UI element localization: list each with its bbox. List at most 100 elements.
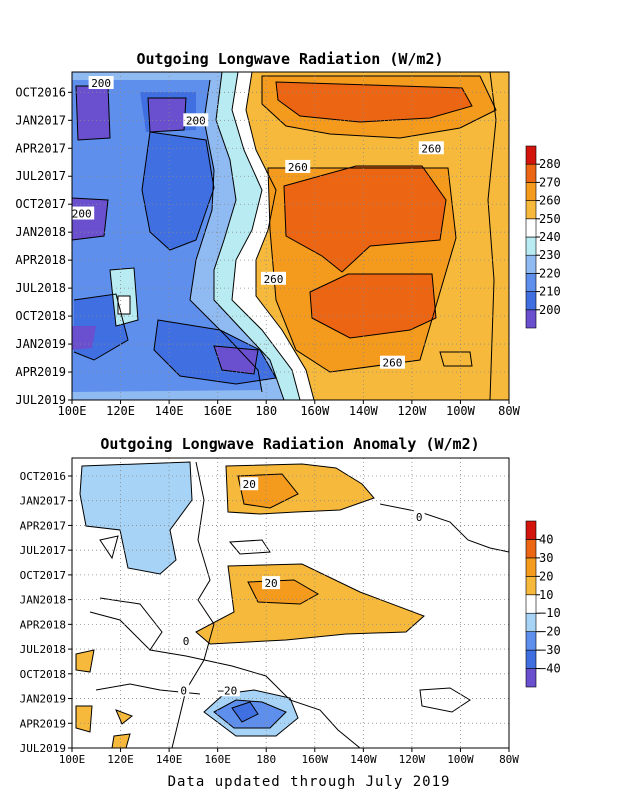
- anom-y-tick-label: OCT2018: [20, 668, 66, 681]
- olr-x-axis: 100E 120E 140E 160E 180 160W 140W 120W 100W 80W: [58, 400, 521, 418]
- anom-colorbar-label: 10: [539, 588, 553, 602]
- olr-contour-label: 200: [72, 208, 92, 221]
- anom-contour-label-bg: [413, 510, 425, 524]
- anom-contour-label-bg: [240, 477, 259, 491]
- olr-colorbar-label: 220: [539, 266, 561, 280]
- anom-contour-label-bg: [214, 683, 240, 697]
- olr-x-tick-label: 120W: [397, 404, 427, 418]
- olr-colorbar-swatch: [525, 145, 537, 165]
- olr-x-tick-label: 140E: [155, 404, 184, 418]
- anom-colorbar-label: −40: [539, 662, 561, 676]
- anom-colorbar-label: −20: [539, 625, 561, 639]
- olr-colorbar-swatch: [525, 182, 537, 201]
- anom-colorbar-swatch: [525, 576, 537, 596]
- olr-y-tick-label: JAN2018: [15, 225, 66, 239]
- anomaly-contour-labels: 20 20 0 0 −20 0: [178, 477, 425, 697]
- olr-contour-label: 260: [264, 273, 284, 286]
- anom-y-tick-label: APR2017: [20, 519, 66, 532]
- anomaly-grid: [72, 458, 509, 748]
- olr-x-tick-label: 80W: [498, 404, 520, 418]
- olr-region-200-d: [214, 346, 258, 374]
- olr-contour-label: 200: [186, 114, 206, 127]
- olr-contour-label: 260: [288, 161, 308, 174]
- anom-region-pos10-e: [116, 710, 132, 724]
- olr-colorbar-label: 280: [539, 157, 561, 171]
- anom-x-tick-label: 160E: [204, 753, 231, 766]
- anomaly-x-axis: 100E 120E 140E 160E 180 160W 140W 120W 100W 80W: [59, 748, 519, 766]
- olr-title: Outgoing Longwave Radiation (W/m2): [136, 50, 443, 68]
- olr-region-250: [232, 72, 314, 400]
- anom-colorbar-swatch: [525, 631, 537, 651]
- olr-y-tick-label: OCT2017: [15, 197, 66, 211]
- olr-region-280-b: [284, 166, 446, 272]
- olr-x-tick-label: 140W: [349, 404, 379, 418]
- olr-y-axis: OCT2016 JAN2017 APR2017 JUL2017 OCT2017 JAN20…: [15, 85, 72, 407]
- olr-panel: Outgoing Longwave Radiation (W/m2): [15, 50, 560, 418]
- anom-contour-label-bg: [262, 576, 281, 590]
- olr-colorbar-label: 200: [539, 303, 561, 317]
- anomaly-plot-frame: [71, 457, 510, 749]
- anom-y-tick-label: JUL2017: [20, 544, 66, 557]
- olr-grid: [72, 72, 509, 400]
- olr-region-200-b: [76, 86, 110, 140]
- anom-colorbar-label: 40: [539, 532, 553, 546]
- anom-x-tick-label: 140E: [156, 753, 183, 766]
- olr-contour-label-bg: [285, 159, 311, 173]
- olr-anomaly-title: Outgoing Longwave Radiation Anomaly (W/m…: [100, 435, 479, 453]
- olr-y-tick-label: APR2019: [15, 365, 66, 379]
- anom-y-tick-label: JUL2019: [20, 742, 66, 755]
- olr-colorbar-label: 230: [539, 248, 561, 262]
- olr-contour-label: 260: [421, 142, 441, 155]
- anom-x-tick-label: 100W: [447, 753, 474, 766]
- olr-contour-label-bg: [183, 113, 209, 127]
- anom-x-tick-label: 180: [256, 753, 276, 766]
- anom-y-tick-label: JAN2017: [20, 495, 66, 508]
- olr-y-tick-label: APR2018: [15, 253, 66, 267]
- olr-colorbar-swatch: [525, 254, 537, 274]
- anom-contour-label: 20: [243, 478, 256, 491]
- olr-colorbar-swatch: [525, 163, 537, 183]
- olr-y-tick-label: OCT2016: [15, 85, 66, 99]
- anom-colorbar-label: −30: [539, 643, 561, 657]
- olr-colorbar-label: 240: [539, 230, 561, 244]
- olr-y-tick-label: APR2017: [15, 141, 66, 155]
- anom-y-tick-label: OCT2016: [20, 470, 66, 483]
- olr-contour-labels: 200 200 200 260 260 260 260: [69, 76, 444, 370]
- olr-region-250-islet: [118, 296, 130, 314]
- anomaly-y-axis: OCT2016 JAN2017 APR2017 JUL2017 OCT2017 JAN20…: [20, 470, 72, 755]
- anom-contour-label: 0: [180, 684, 187, 697]
- olr-y-tick-label: JAN2017: [15, 113, 66, 127]
- olr-region-200-e: [72, 326, 96, 350]
- olr-colorbar-label: 260: [539, 194, 561, 208]
- olr-contour-label-bg: [69, 206, 95, 220]
- anom-colorbar-label: −10: [539, 606, 561, 620]
- anom-contour-label: 0: [183, 635, 190, 648]
- olr-x-tick-label: 160W: [300, 404, 330, 418]
- anom-contour-label: 0: [416, 511, 423, 524]
- olr-colorbar-swatch: [525, 236, 537, 256]
- olr-contours: [72, 72, 497, 400]
- olr-colorbar-swatch: [525, 309, 537, 329]
- olr-contour-label-bg: [418, 141, 444, 155]
- anom-region-neg10-a: [80, 462, 192, 574]
- anomaly-field: [72, 458, 509, 748]
- anom-colorbar-swatch: [525, 612, 537, 632]
- anom-y-tick-label: OCT2017: [20, 569, 66, 582]
- anom-colorbar-swatch: [525, 520, 537, 540]
- anom-region-pos10-d: [76, 706, 92, 732]
- olr-region-280-c: [310, 274, 436, 338]
- anom-colorbar-swatch: [525, 649, 537, 669]
- olr-y-tick-label: JUL2019: [15, 393, 66, 407]
- anom-y-tick-label: JAN2018: [20, 594, 66, 607]
- anom-y-tick-label: APR2019: [20, 717, 66, 730]
- anomaly-colorbar: −40 −30 −20 −10 10 20 30 40: [525, 520, 561, 688]
- data-updated-note: Data updated through July 2019: [167, 774, 451, 790]
- anom-x-tick-label: 120W: [399, 753, 426, 766]
- olr-plot-frame: [71, 71, 510, 401]
- anom-colorbar-label: 20: [539, 569, 553, 583]
- olr-y-tick-label: JUL2018: [15, 281, 66, 295]
- anom-contour-label-bg: [178, 683, 190, 697]
- anom-contour-label: 20: [264, 577, 277, 590]
- olr-contour-label: 260: [383, 357, 403, 370]
